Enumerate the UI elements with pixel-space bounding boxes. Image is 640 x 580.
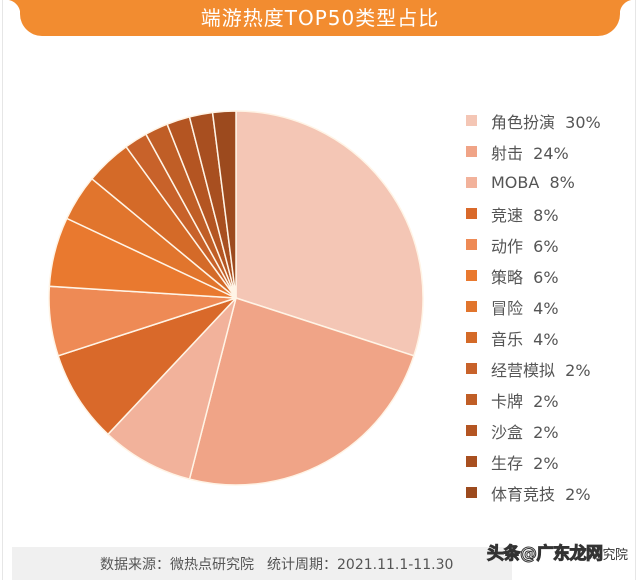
- legend-label: MOBA 8%: [491, 173, 575, 192]
- legend-swatch-icon: [466, 208, 477, 219]
- legend-label: 冒险 4%: [491, 298, 559, 318]
- legend-swatch-icon: [466, 394, 477, 405]
- watermark-suffix: 究院: [602, 548, 629, 563]
- legend-swatch-icon: [466, 115, 477, 126]
- legend-swatch-icon: [466, 425, 477, 436]
- period-text: 统计周期：2021.11.1-11.30: [267, 557, 454, 573]
- legend-swatch-icon: [466, 239, 477, 250]
- legend-label: 经营模拟 2%: [491, 360, 591, 380]
- legend-item: 角色扮演 30%: [466, 105, 636, 136]
- legend-label: 策略 6%: [491, 267, 559, 287]
- pie-slice: [188, 297, 415, 486]
- legend-swatch-icon: [466, 301, 477, 312]
- watermark: 头条@广东龙网究院: [487, 539, 629, 565]
- legend-swatch-icon: [466, 487, 477, 498]
- legend-item: 沙盒 2%: [466, 415, 636, 446]
- data-source-text: 数据来源：微热点研究院: [100, 557, 254, 573]
- legend-label: 生存 2%: [491, 453, 559, 473]
- legend: 角色扮演 30% 射击 24% MOBA 8% 竞速 8% 动作 6% 策略 6% 冒险 4…: [466, 105, 636, 508]
- pie-slice: [57, 297, 237, 436]
- legend-label: 体育竞技 2%: [491, 484, 591, 504]
- legend-item: 生存 2%: [466, 446, 636, 477]
- pie-slice: [211, 110, 237, 299]
- legend-swatch-icon: [466, 456, 477, 467]
- legend-swatch-icon: [466, 270, 477, 281]
- watermark-text: 头条@广东龙网: [487, 544, 604, 565]
- legend-label: 沙盒 2%: [491, 422, 559, 442]
- legend-item: 策略 6%: [466, 260, 636, 291]
- chart-title: 端游热度TOP50类型占比: [200, 6, 440, 30]
- legend-item: 经营模拟 2%: [466, 353, 636, 384]
- legend-label: 音乐 4%: [491, 329, 559, 349]
- legend-item: 射击 24%: [466, 136, 636, 167]
- legend-swatch-icon: [466, 332, 477, 343]
- legend-swatch-icon: [466, 177, 477, 188]
- legend-item: MOBA 8%: [466, 167, 636, 198]
- legend-item: 竞速 8%: [466, 198, 636, 229]
- legend-item: 音乐 4%: [466, 322, 636, 353]
- legend-label: 射击 24%: [491, 143, 569, 163]
- legend-item: 动作 6%: [466, 229, 636, 260]
- pie-slice: [235, 110, 424, 357]
- legend-label: 卡牌 2%: [491, 391, 559, 411]
- legend-label: 动作 6%: [491, 236, 559, 256]
- title-banner: 端游热度TOP50类型占比: [6, 0, 634, 36]
- legend-swatch-icon: [466, 363, 477, 374]
- pie-slice: [106, 297, 237, 481]
- footer-bar: 数据来源：微热点研究院 统计周期：2021.11.1-11.30: [12, 547, 512, 580]
- legend-item: 冒险 4%: [466, 291, 636, 322]
- legend-swatch-icon: [466, 146, 477, 157]
- legend-item: 卡牌 2%: [466, 384, 636, 415]
- legend-label: 竞速 8%: [491, 205, 559, 225]
- pie-chart: [48, 110, 424, 486]
- legend-label: 角色扮演 30%: [491, 112, 601, 132]
- legend-item: 体育竞技 2%: [466, 477, 636, 508]
